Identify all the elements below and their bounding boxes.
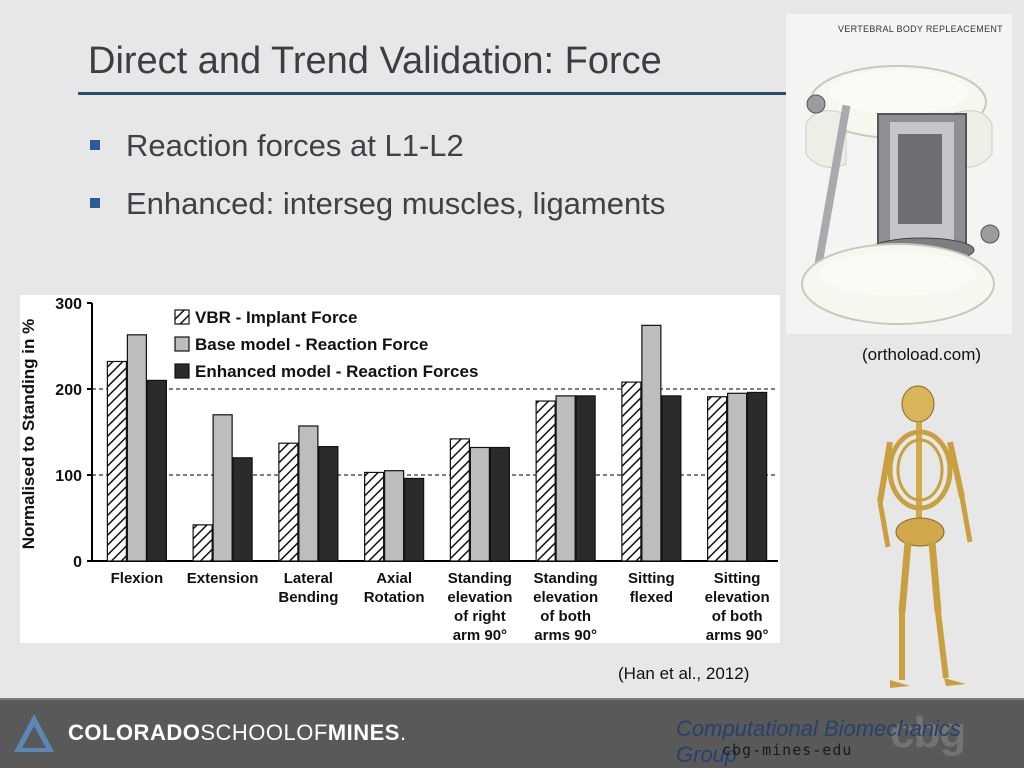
bar — [727, 392, 748, 562]
category-label: Extension — [187, 570, 259, 587]
legend-label: Enhanced model - Reaction Forces — [195, 362, 478, 381]
bar — [106, 360, 127, 562]
school-name-part: MINES — [327, 720, 400, 745]
category-label: Lateral — [284, 570, 333, 587]
legend-swatch — [174, 363, 190, 379]
bar — [747, 391, 768, 562]
y-axis-title: Normalised to Standing in % — [20, 319, 38, 549]
y-tick-label: 100 — [55, 468, 82, 485]
bullet-text: Enhanced: interseg muscles, ligaments — [126, 186, 666, 221]
category-label: Sitting — [628, 570, 675, 587]
bar — [126, 334, 147, 562]
bar — [449, 438, 470, 562]
category-label: of both — [712, 608, 763, 625]
group-url: cbg-mines-edu — [722, 741, 853, 759]
category-label: elevation — [705, 589, 770, 606]
bar — [575, 395, 596, 562]
bar — [707, 396, 728, 562]
bar — [278, 442, 299, 562]
category-label: Standing — [534, 570, 598, 587]
bullet-item: Reaction forces at L1-L2 — [90, 125, 665, 183]
bar — [641, 324, 662, 562]
bar — [661, 395, 682, 562]
photo-citation: (orthoload.com) — [862, 345, 982, 364]
category-label: Standing — [448, 570, 512, 587]
bar — [621, 381, 642, 562]
legend-swatch — [174, 336, 190, 352]
category-label: Flexion — [111, 570, 164, 587]
bar — [232, 457, 253, 562]
bar — [212, 414, 233, 562]
footer-divider — [0, 698, 1024, 700]
bullet-square-icon — [90, 140, 100, 150]
category-label: arms 90° — [706, 627, 769, 643]
bar — [404, 477, 425, 562]
y-tick-label: 300 — [55, 296, 82, 313]
vertebral-implant-illustration — [786, 14, 1012, 334]
bar — [384, 470, 405, 562]
school-name: COLORADOSCHOOLOFMINES. — [68, 720, 407, 746]
title-divider — [78, 92, 788, 95]
bar — [298, 425, 319, 562]
group-name: Computational Biomechanics Group — [676, 716, 961, 767]
category-label: Sitting — [714, 570, 761, 587]
category-label: Bending — [278, 589, 338, 606]
category-label: elevation — [533, 589, 598, 606]
legend-label: VBR - Implant Force — [195, 308, 357, 327]
cbg-logo: cbg — [890, 708, 966, 757]
bullet-text: Reaction forces at L1-L2 — [126, 128, 464, 163]
photo-caption: VERTEBRAL BODY REPLEACEMENT — [838, 24, 1003, 34]
mines-logo-icon — [14, 714, 54, 752]
bar — [469, 446, 490, 562]
bar — [489, 446, 510, 562]
category-label: arms 90° — [534, 627, 597, 643]
y-tick-label: 200 — [55, 382, 82, 399]
y-tick-label: 0 — [73, 554, 82, 571]
bar — [364, 471, 385, 562]
bar — [555, 395, 576, 562]
category-label: arm 90° — [453, 627, 507, 643]
bar-chart: 0 100 200 300 Normalised to Standing in % Fle… — [20, 295, 780, 643]
bar — [318, 446, 339, 562]
legend-label: Base model - Reaction Force — [195, 335, 428, 354]
bullet-item: Enhanced: interseg muscles, ligaments — [90, 183, 665, 241]
page-title: Direct and Trend Validation: Force — [88, 40, 662, 82]
bullet-square-icon — [90, 198, 100, 208]
category-label: of right — [454, 608, 506, 625]
category-label: Axial — [376, 570, 412, 587]
bar-chart-svg: 0 100 200 300 Normalised to Standing in % Fle… — [20, 296, 778, 643]
bar — [192, 524, 213, 562]
bar — [146, 379, 167, 562]
category-label: Rotation — [364, 589, 425, 606]
bullet-list: Reaction forces at L1-L2 Enhanced: inter… — [90, 125, 665, 241]
school-name-part: SCHOOLOF — [200, 720, 328, 745]
skeleton-model-image — [866, 382, 984, 694]
chart-citation: (Han et al., 2012) — [618, 664, 750, 683]
vertebral-implant-photo: VERTEBRAL BODY REPLEACEMENT — [786, 14, 1012, 334]
skeleton-illustration — [877, 385, 973, 688]
school-name-part: . — [399, 720, 407, 745]
legend-swatch — [174, 309, 190, 325]
category-label: elevation — [447, 589, 512, 606]
bar — [535, 400, 556, 562]
footer-bar — [0, 700, 1024, 768]
category-label: flexed — [630, 589, 673, 606]
school-name-part: COLORADO — [68, 720, 201, 745]
category-label: of both — [540, 608, 591, 625]
